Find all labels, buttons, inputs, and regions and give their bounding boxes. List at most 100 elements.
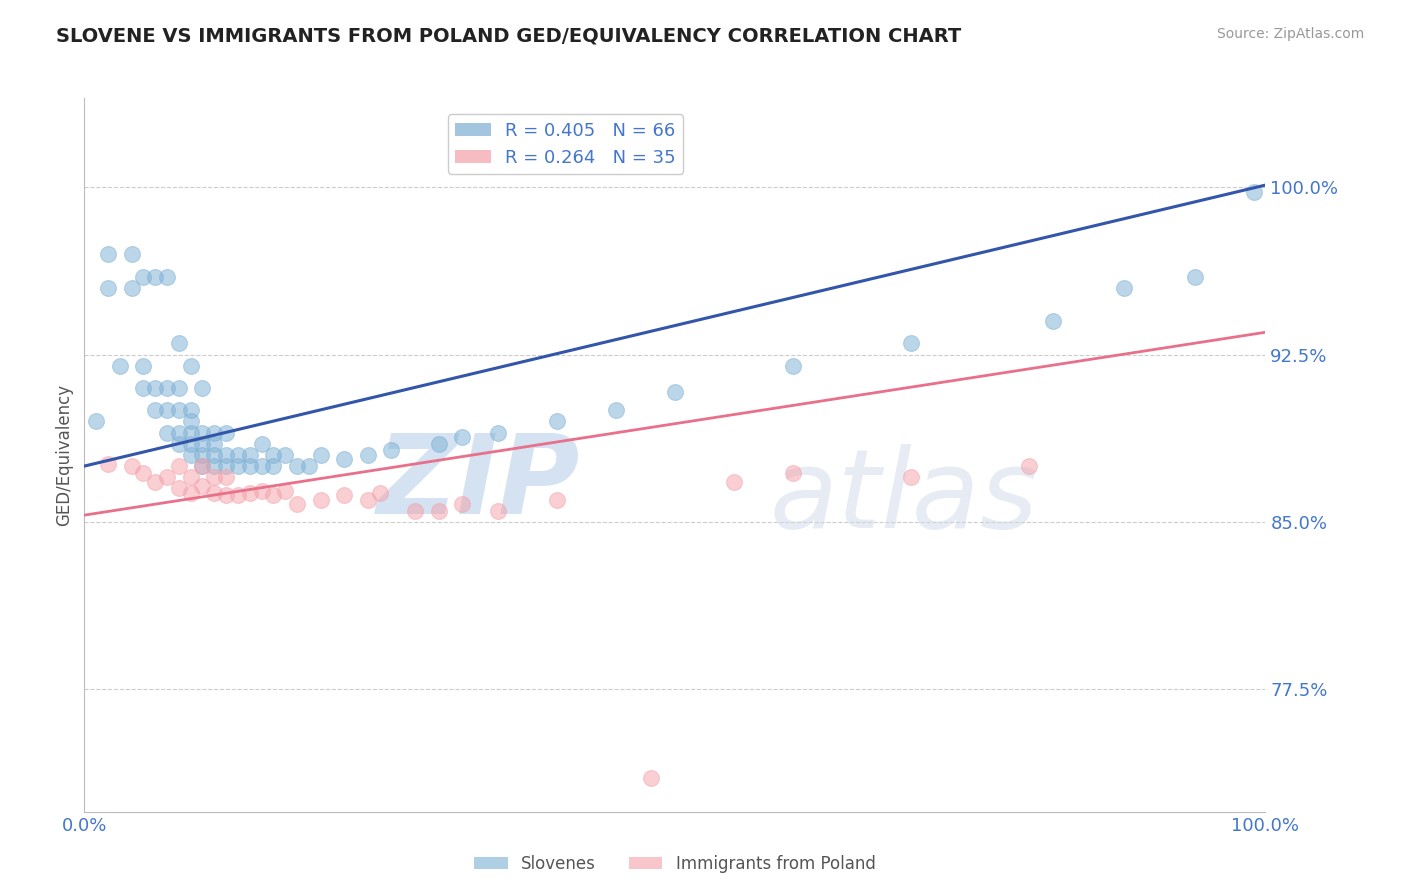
Point: [215, 470, 238, 484]
Point: [97, 457, 120, 471]
Point: [640, 771, 662, 785]
Point: [239, 486, 262, 500]
Point: [226, 448, 249, 462]
Point: [108, 359, 131, 373]
Point: [250, 436, 273, 450]
Point: [1018, 459, 1040, 474]
Point: [180, 470, 202, 484]
Point: [191, 436, 214, 450]
Text: Source: ZipAtlas.com: Source: ZipAtlas.com: [1216, 27, 1364, 41]
Point: [404, 503, 426, 517]
Point: [1243, 185, 1265, 199]
Point: [143, 403, 166, 417]
Point: [180, 414, 202, 429]
Point: [156, 403, 179, 417]
Point: [226, 459, 249, 474]
Point: [202, 448, 225, 462]
Point: [215, 425, 238, 440]
Point: [180, 403, 202, 417]
Point: [121, 281, 143, 295]
Point: [180, 359, 202, 373]
Point: [143, 269, 166, 284]
Point: [202, 470, 225, 484]
Point: [309, 492, 332, 507]
Point: [274, 448, 297, 462]
Point: [285, 459, 308, 474]
Point: [180, 425, 202, 440]
Point: [723, 475, 745, 489]
Point: [167, 436, 190, 450]
Point: [156, 381, 179, 395]
Point: [309, 448, 332, 462]
Point: [202, 486, 225, 500]
Legend: R = 0.405   N = 66, R = 0.264   N = 35: R = 0.405 N = 66, R = 0.264 N = 35: [447, 114, 683, 174]
Point: [262, 448, 284, 462]
Point: [782, 466, 804, 480]
Point: [132, 381, 155, 395]
Point: [167, 482, 190, 496]
Point: [191, 459, 214, 474]
Point: [167, 381, 190, 395]
Point: [132, 466, 155, 480]
Point: [546, 414, 568, 429]
Point: [250, 459, 273, 474]
Point: [215, 459, 238, 474]
Point: [202, 425, 225, 440]
Point: [451, 430, 474, 444]
Point: [262, 459, 284, 474]
Point: [132, 359, 155, 373]
Point: [900, 336, 922, 351]
Point: [191, 479, 214, 493]
Point: [167, 459, 190, 474]
Point: [782, 359, 804, 373]
Point: [333, 488, 356, 502]
Point: [900, 470, 922, 484]
Point: [1184, 269, 1206, 284]
Point: [156, 470, 179, 484]
Point: [605, 403, 627, 417]
Point: [664, 385, 686, 400]
Point: [202, 436, 225, 450]
Point: [143, 475, 166, 489]
Point: [202, 459, 225, 474]
Point: [357, 492, 380, 507]
Point: [486, 503, 509, 517]
Point: [132, 269, 155, 284]
Point: [121, 247, 143, 261]
Point: [191, 425, 214, 440]
Point: [167, 336, 190, 351]
Point: [191, 448, 214, 462]
Point: [486, 425, 509, 440]
Point: [546, 492, 568, 507]
Point: [167, 403, 190, 417]
Point: [143, 381, 166, 395]
Text: atlas: atlas: [769, 444, 1038, 551]
Point: [191, 381, 214, 395]
Point: [427, 503, 450, 517]
Legend: Slovenes, Immigrants from Poland: Slovenes, Immigrants from Poland: [468, 848, 882, 880]
Point: [180, 448, 202, 462]
Y-axis label: GED/Equivalency: GED/Equivalency: [55, 384, 73, 526]
Point: [333, 452, 356, 467]
Point: [298, 459, 321, 474]
Point: [167, 425, 190, 440]
Point: [180, 486, 202, 500]
Point: [191, 459, 214, 474]
Point: [1112, 281, 1135, 295]
Point: [215, 448, 238, 462]
Point: [180, 436, 202, 450]
Point: [1042, 314, 1064, 328]
Point: [427, 436, 450, 450]
Point: [121, 459, 143, 474]
Point: [239, 459, 262, 474]
Point: [156, 269, 179, 284]
Point: [274, 483, 297, 498]
Point: [156, 425, 179, 440]
Point: [380, 443, 402, 458]
Point: [84, 414, 107, 429]
Point: [285, 497, 308, 511]
Text: ZIP: ZIP: [377, 430, 581, 537]
Text: SLOVENE VS IMMIGRANTS FROM POLAND GED/EQUIVALENCY CORRELATION CHART: SLOVENE VS IMMIGRANTS FROM POLAND GED/EQ…: [56, 27, 962, 45]
Point: [262, 488, 284, 502]
Point: [250, 483, 273, 498]
